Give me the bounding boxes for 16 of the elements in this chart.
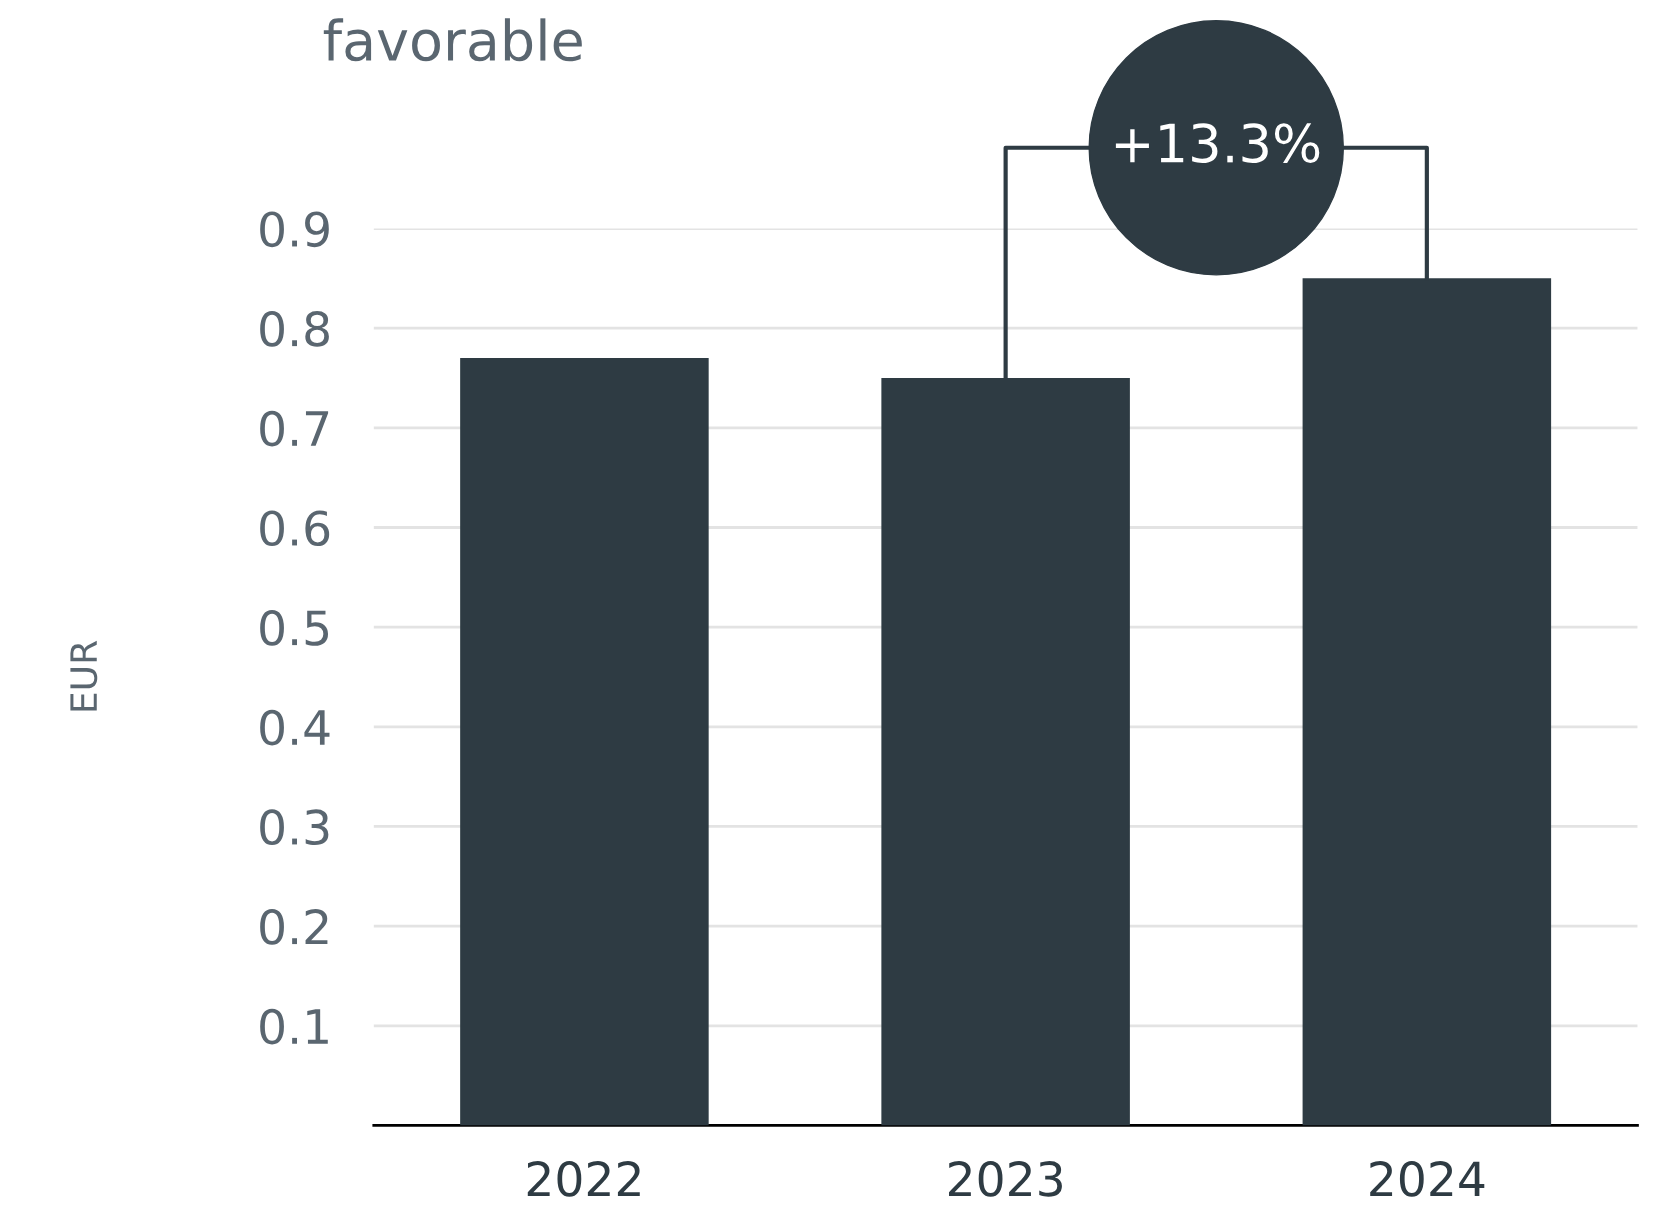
y-tick-label: 0.4 (260, 709, 330, 746)
chart-title: favorable (323, 18, 582, 62)
y-tick-label: 0.3 (260, 809, 329, 846)
x-tick-label: 2024 (1370, 1161, 1485, 1197)
x-tick-label: 2022 (527, 1161, 640, 1197)
x-tick-label: 2023 (949, 1161, 1062, 1197)
y-axis-title: EUR (70, 640, 98, 711)
y-tick-label: 0.5 (260, 610, 329, 646)
y-tick-label: 0.6 (260, 510, 330, 547)
y-tick-label: 0.9 (260, 211, 329, 248)
text: +13.3% (1115, 123, 1320, 164)
y-tick-label: 0.2 (260, 909, 328, 945)
y-tick-label: 0.1 (260, 1008, 328, 1045)
y-tick-label: 0.8 (260, 311, 329, 347)
y-tick-label: 0.7 (260, 410, 329, 447)
bar (460, 358, 709, 1126)
